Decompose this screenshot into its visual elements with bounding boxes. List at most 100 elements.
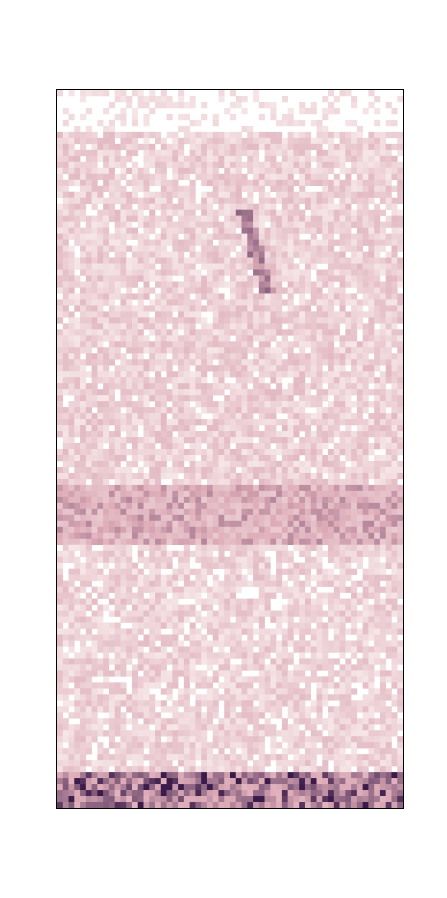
heatmap-cell bbox=[235, 520, 242, 528]
heatmap-cell bbox=[322, 802, 329, 809]
heatmap-cell bbox=[287, 682, 294, 689]
heatmap-cell bbox=[149, 227, 156, 234]
heatmap-cell bbox=[253, 484, 260, 492]
heatmap-cell bbox=[85, 706, 92, 713]
heatmap-cell bbox=[253, 365, 260, 372]
heatmap-cell bbox=[281, 754, 288, 761]
heatmap-cell bbox=[149, 472, 156, 480]
heatmap-cell bbox=[160, 239, 167, 246]
heatmap-cell bbox=[206, 155, 213, 163]
heatmap-cell bbox=[304, 736, 312, 743]
heatmap-cell bbox=[247, 778, 254, 785]
heatmap-cell bbox=[235, 802, 242, 809]
heatmap-cell bbox=[328, 550, 335, 557]
heatmap-cell bbox=[195, 646, 202, 653]
heatmap-cell bbox=[322, 538, 329, 546]
heatmap-cell bbox=[155, 233, 162, 240]
heatmap-cell bbox=[62, 508, 69, 516]
heatmap-cell bbox=[183, 592, 190, 599]
heatmap-cell bbox=[258, 443, 265, 450]
heatmap-cell bbox=[143, 197, 150, 204]
heatmap-cell bbox=[322, 125, 329, 133]
heatmap-cell bbox=[91, 167, 98, 175]
heatmap-cell bbox=[281, 311, 288, 318]
heatmap-cell bbox=[287, 299, 294, 306]
heatmap-cell bbox=[230, 496, 237, 504]
heatmap-cell bbox=[304, 790, 312, 797]
heatmap-cell bbox=[85, 293, 92, 300]
heatmap-cell bbox=[149, 287, 156, 294]
heatmap-cell bbox=[201, 449, 208, 456]
heatmap-cell bbox=[137, 299, 144, 306]
heatmap-cell bbox=[235, 215, 242, 222]
heatmap-cell bbox=[287, 293, 294, 300]
heatmap-cell bbox=[91, 484, 98, 492]
heatmap-cell bbox=[218, 341, 225, 348]
heatmap-cell bbox=[316, 269, 323, 276]
heatmap-cell bbox=[172, 658, 179, 665]
heatmap-cell bbox=[276, 221, 283, 228]
heatmap-cell bbox=[85, 125, 92, 133]
heatmap-cell bbox=[137, 203, 144, 210]
heatmap-cell bbox=[189, 628, 196, 635]
heatmap-cell bbox=[276, 251, 283, 258]
heatmap-cell bbox=[206, 700, 213, 707]
heatmap-cell bbox=[103, 221, 110, 228]
heatmap-cell bbox=[114, 742, 121, 749]
heatmap-cell bbox=[149, 490, 156, 498]
heatmap-cell bbox=[258, 263, 265, 270]
heatmap-cell bbox=[241, 706, 248, 713]
heatmap-cell bbox=[120, 383, 127, 390]
heatmap-cell bbox=[270, 466, 277, 474]
heatmap-cell bbox=[241, 395, 248, 402]
heatmap-cell bbox=[316, 664, 323, 671]
heatmap-cell bbox=[108, 586, 115, 593]
heatmap-cell bbox=[57, 754, 64, 761]
heatmap-cell bbox=[149, 353, 156, 360]
heatmap-cell bbox=[299, 269, 306, 276]
heatmap-cell bbox=[247, 772, 254, 779]
heatmap-cell bbox=[126, 347, 133, 354]
heatmap-cell bbox=[328, 730, 335, 737]
heatmap-cell bbox=[143, 682, 150, 689]
heatmap-cell bbox=[172, 748, 179, 755]
heatmap-cell bbox=[143, 700, 150, 707]
heatmap-cell bbox=[224, 628, 231, 635]
heatmap-cell bbox=[120, 520, 127, 528]
heatmap-cell bbox=[270, 538, 277, 546]
heatmap-cell bbox=[80, 478, 87, 486]
heatmap-cell bbox=[206, 179, 213, 187]
heatmap-cell bbox=[235, 323, 242, 330]
heatmap-cell bbox=[235, 155, 242, 163]
heatmap-cell bbox=[224, 610, 231, 617]
heatmap-cell bbox=[172, 191, 179, 198]
heatmap-cell bbox=[126, 167, 133, 175]
heatmap-cell bbox=[195, 700, 202, 707]
heatmap-cell bbox=[149, 209, 156, 216]
heatmap-cell bbox=[62, 580, 69, 587]
heatmap-cell bbox=[328, 209, 335, 216]
heatmap-cell bbox=[333, 257, 340, 264]
heatmap-cell bbox=[131, 718, 139, 725]
heatmap-cell bbox=[322, 598, 329, 605]
heatmap-cell bbox=[126, 197, 133, 204]
heatmap-cell bbox=[143, 766, 150, 773]
heatmap-cell bbox=[322, 628, 329, 635]
heatmap-cell bbox=[253, 694, 260, 701]
heatmap-cell bbox=[160, 454, 167, 462]
heatmap-cell bbox=[230, 263, 237, 270]
heatmap-cell bbox=[247, 221, 254, 228]
heatmap-cell bbox=[293, 215, 300, 222]
heatmap-cell bbox=[281, 748, 288, 755]
heatmap-cell bbox=[322, 371, 329, 378]
heatmap-cell bbox=[189, 419, 196, 426]
heatmap-cell bbox=[247, 742, 254, 749]
heatmap-cell bbox=[103, 251, 110, 258]
heatmap-cell bbox=[258, 538, 265, 546]
heatmap-cell bbox=[264, 305, 271, 312]
heatmap-cell bbox=[160, 365, 167, 372]
heatmap-cell bbox=[57, 562, 64, 569]
heatmap-cell bbox=[85, 215, 92, 222]
heatmap-cell bbox=[131, 802, 139, 809]
heatmap-cell bbox=[281, 544, 288, 552]
